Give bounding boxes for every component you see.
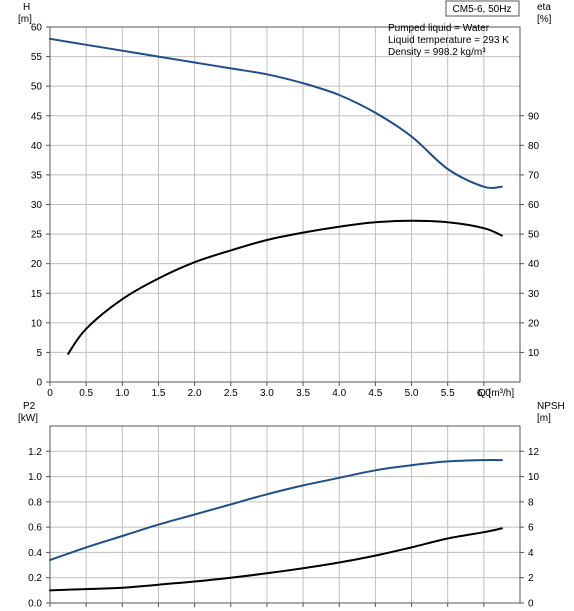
title-box xyxy=(445,0,520,17)
y-left-tick-label: 20 xyxy=(31,259,43,270)
y-left-tick-label: 40 xyxy=(31,141,43,152)
x-tick-label: 1.5 xyxy=(152,388,166,399)
x-tick-label: 4.0 xyxy=(332,388,346,399)
x-tick-label: 6.0 xyxy=(477,388,491,399)
y-right-axis-label: NPSH xyxy=(537,401,565,412)
y-left-tick-label: 1.2 xyxy=(28,447,42,458)
y-right-tick-label: 40 xyxy=(528,259,540,270)
x-tick-label: 0 xyxy=(47,388,53,399)
x-tick-label: 3.5 xyxy=(296,388,310,399)
y-left-axis-label: H xyxy=(23,2,30,13)
y-left-tick-label: 60 xyxy=(31,23,43,34)
x-tick-label: 4.5 xyxy=(368,388,382,399)
x-axis-label: Q [m³/h] xyxy=(478,388,514,399)
y-left-tick-label: 0 xyxy=(36,378,42,389)
y-left-tick-label: 50 xyxy=(31,82,43,93)
y-right-axis-unit: [m] xyxy=(537,413,551,424)
y-left-tick-label: 15 xyxy=(31,289,43,300)
chart-title: CM5-6, 50Hz xyxy=(453,4,512,15)
series-line-primary xyxy=(49,459,503,561)
x-tick-label: 2.0 xyxy=(188,388,202,399)
y-left-tick-label: 1.0 xyxy=(28,472,42,483)
y-right-tick-label: 10 xyxy=(528,348,540,359)
y-left-tick-label: 0.2 xyxy=(28,573,42,584)
y-left-tick-label: 10 xyxy=(31,318,43,329)
y-right-tick-label: 4 xyxy=(528,548,534,559)
y-right-tick-label: 60 xyxy=(528,200,540,211)
x-tick-label: 1.0 xyxy=(115,388,129,399)
chart-note: Pumped liquid = Water xyxy=(388,23,490,34)
plot-frame xyxy=(49,425,521,604)
y-left-tick-label: 55 xyxy=(31,52,43,63)
y-right-axis-label: eta xyxy=(537,2,551,13)
y-right-tick-label: 6 xyxy=(528,523,534,534)
y-left-tick-label: 45 xyxy=(31,111,43,122)
series-line-secondary xyxy=(67,219,503,355)
y-right-tick-label: 8 xyxy=(528,497,534,508)
x-tick-label: 2.5 xyxy=(224,388,238,399)
y-right-tick-label: 90 xyxy=(528,111,540,122)
y-right-tick-label: 30 xyxy=(528,289,540,300)
y-right-tick-label: 20 xyxy=(528,318,540,329)
y-right-tick-label: 0 xyxy=(528,599,534,610)
y-left-axis-unit: [kW] xyxy=(18,413,38,424)
y-right-tick-label: 10 xyxy=(528,472,540,483)
y-left-tick-label: 0.8 xyxy=(28,497,42,508)
y-left-tick-label: 0.6 xyxy=(28,523,42,534)
y-left-tick-label: 0.0 xyxy=(28,599,42,610)
y-right-tick-label: 2 xyxy=(528,573,534,584)
series-line-primary xyxy=(49,37,503,190)
y-left-tick-label: 5 xyxy=(36,348,42,359)
y-right-tick-label: 70 xyxy=(528,170,540,181)
y-left-tick-label: 0.4 xyxy=(28,548,42,559)
y-left-tick-label: 35 xyxy=(31,170,43,181)
x-tick-label: 5.5 xyxy=(441,388,455,399)
series-line-secondary xyxy=(49,527,503,592)
y-left-tick-label: 25 xyxy=(31,230,43,241)
y-left-axis-unit: [m] xyxy=(18,14,32,25)
y-right-tick-label: 80 xyxy=(528,141,540,152)
x-tick-label: 5.0 xyxy=(405,388,419,399)
x-tick-label: 3.0 xyxy=(260,388,274,399)
y-right-tick-label: 50 xyxy=(528,230,540,241)
chart-note: Density = 998.2 kg/m³ xyxy=(388,47,486,58)
y-left-axis-label: P2 xyxy=(23,401,36,412)
y-left-tick-label: 30 xyxy=(31,200,43,211)
chart-note: Liquid temperature = 293 K xyxy=(388,35,509,46)
y-right-tick-label: 12 xyxy=(528,447,540,458)
y-right-axis-unit: [%] xyxy=(537,14,552,25)
x-tick-label: 0.5 xyxy=(79,388,93,399)
